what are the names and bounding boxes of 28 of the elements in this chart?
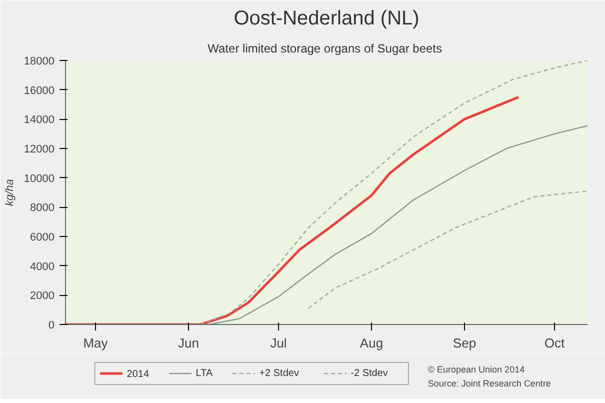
y-tick-label: 14000 bbox=[24, 114, 55, 126]
y-tick-label: 6000 bbox=[30, 232, 55, 244]
legend-label: LTA bbox=[196, 368, 213, 379]
y-tick-label: 4000 bbox=[30, 260, 55, 273]
line-series bbox=[200, 60, 588, 324]
x-tick-label: Aug bbox=[360, 336, 384, 350]
y-tick-label: 18000 bbox=[24, 56, 55, 68]
y-tick-label: 16000 bbox=[24, 84, 55, 97]
x-tick-label: Jul bbox=[270, 336, 287, 350]
line-series bbox=[66, 96, 520, 324]
chart-title: Oost-Nederland (NL) bbox=[234, 8, 420, 30]
y-axis-title: kg/ha bbox=[4, 179, 16, 206]
x-tick-label: Oct bbox=[544, 336, 565, 350]
line-series bbox=[308, 190, 588, 309]
y-tick-label: 2000 bbox=[30, 290, 55, 302]
legend-label: 2014 bbox=[126, 369, 150, 380]
y-tick-label: 12000 bbox=[24, 144, 55, 156]
y-tick-label: 10000 bbox=[24, 172, 55, 185]
text: © European Union 2014 bbox=[428, 364, 525, 374]
source-note: Source: Joint Research Centre bbox=[428, 378, 551, 388]
x-tick-label: Sep bbox=[452, 336, 476, 350]
legend-label: -2 Stdev bbox=[350, 368, 388, 379]
y-tick-label: 8000 bbox=[30, 202, 55, 214]
chart-subtitle: Water limited storage organs of Sugar beets bbox=[208, 42, 442, 56]
legend-label: +2 Stdev bbox=[259, 368, 299, 379]
y-tick-label: 0 bbox=[48, 320, 55, 332]
x-tick-label: Jun bbox=[178, 336, 199, 350]
x-tick-label: May bbox=[83, 336, 108, 350]
